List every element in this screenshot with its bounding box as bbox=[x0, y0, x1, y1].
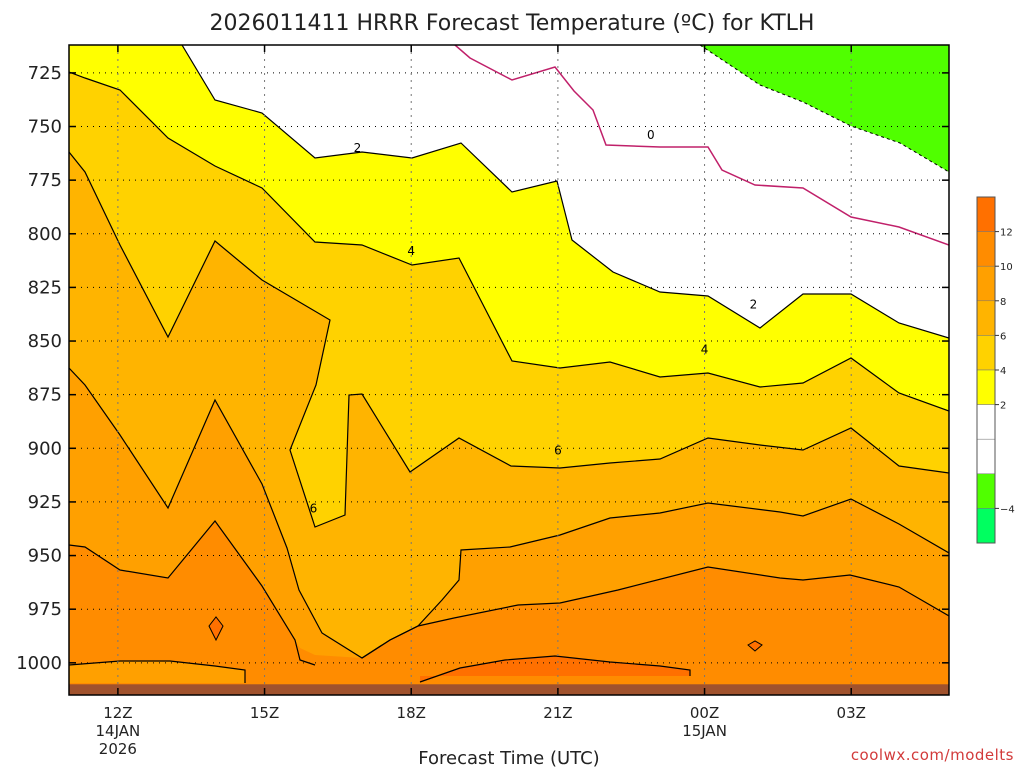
colorbar-bin bbox=[976, 300, 996, 336]
colorbar-bin bbox=[976, 404, 996, 440]
colorbar-bin bbox=[976, 438, 996, 475]
zero-isotherm bbox=[454, 45, 949, 246]
contour-label: 4 bbox=[701, 343, 709, 357]
colorbar-tick-label: 4 bbox=[1000, 366, 1006, 377]
contour-label: 2 bbox=[354, 141, 362, 155]
colorbar-tick-label: −4 bbox=[1000, 504, 1015, 515]
x-tick-label: 21Z bbox=[543, 704, 572, 722]
contour-lines bbox=[69, 45, 949, 683]
x-tick-label: 00Z bbox=[690, 704, 719, 722]
y-tick-label: 775 bbox=[28, 170, 62, 191]
warm-cell-01z bbox=[747, 640, 763, 652]
x-tick-label: 15Z bbox=[250, 704, 279, 722]
colorbar-tick-label: 6 bbox=[1000, 331, 1006, 342]
y-axis: 725 750 775 800 825 850 875 900 925 950 975 1000 bbox=[16, 63, 949, 674]
contour-label: 4 bbox=[407, 244, 415, 258]
plot-frame bbox=[68, 44, 950, 696]
contour-label: 6 bbox=[554, 443, 562, 457]
warm-cell-14z bbox=[208, 616, 224, 642]
contour-label: 0 bbox=[647, 128, 655, 142]
x-tick-label: 12Z bbox=[103, 704, 132, 722]
colorbar-bin bbox=[976, 231, 996, 267]
colorbar-bin bbox=[976, 473, 996, 509]
y-tick-label: 825 bbox=[28, 277, 62, 298]
x-tick-label: 18Z bbox=[397, 704, 426, 722]
cool-strip-surface bbox=[69, 661, 245, 683]
colorbar-tick-label: 10 bbox=[1000, 262, 1013, 273]
contour-label: 6 bbox=[310, 501, 318, 515]
credit-text: coolwx.com/modelts bbox=[851, 746, 1014, 764]
x-tick-date: 14JAN bbox=[96, 722, 141, 740]
y-tick-label: 975 bbox=[28, 599, 62, 620]
band-0-2 bbox=[182, 45, 949, 338]
y-tick-label: 925 bbox=[28, 492, 62, 513]
colorbar-bin bbox=[976, 265, 996, 302]
x-tick-label: 03Z bbox=[837, 704, 866, 722]
contour-label: 2 bbox=[750, 298, 758, 312]
plot-area bbox=[69, 45, 949, 695]
y-tick-label: 850 bbox=[28, 331, 62, 352]
colorbar-bin bbox=[976, 508, 996, 544]
colorbar-bin bbox=[976, 196, 996, 232]
x-axis-label: Forecast Time (UTC) bbox=[418, 748, 599, 768]
minus-two-isotherm bbox=[699, 45, 949, 173]
colorbar-tick-label: 2 bbox=[1000, 401, 1006, 412]
colorbar-bin bbox=[976, 335, 996, 371]
contour-labels: 0 2 2 4 4 6 6 bbox=[310, 128, 758, 515]
y-tick-label: 900 bbox=[28, 438, 62, 459]
y-tick-label: 950 bbox=[28, 546, 62, 567]
x-tick-date: 15JAN bbox=[682, 722, 727, 740]
chart-title: 2026011411 HRRR Forecast Temperature (ºC… bbox=[210, 11, 815, 36]
colorbar-tick-label: 8 bbox=[1000, 297, 1006, 308]
colorbar: 12 10 8 6 4 2 −4 bbox=[976, 196, 1015, 544]
colorbar-tick-label: 12 bbox=[1000, 228, 1013, 239]
band-12-14-pocket bbox=[420, 656, 690, 682]
x-tick-year: 2026 bbox=[99, 740, 137, 758]
y-tick-label: 725 bbox=[28, 63, 62, 84]
colorbar-bin bbox=[976, 369, 996, 405]
y-tick-label: 750 bbox=[28, 117, 62, 138]
band-neg2-neg4 bbox=[700, 45, 949, 172]
y-tick-label: 1000 bbox=[16, 653, 62, 674]
y-tick-label: 800 bbox=[28, 224, 62, 245]
y-tick-label: 875 bbox=[28, 385, 62, 406]
ground-surface bbox=[69, 684, 949, 695]
